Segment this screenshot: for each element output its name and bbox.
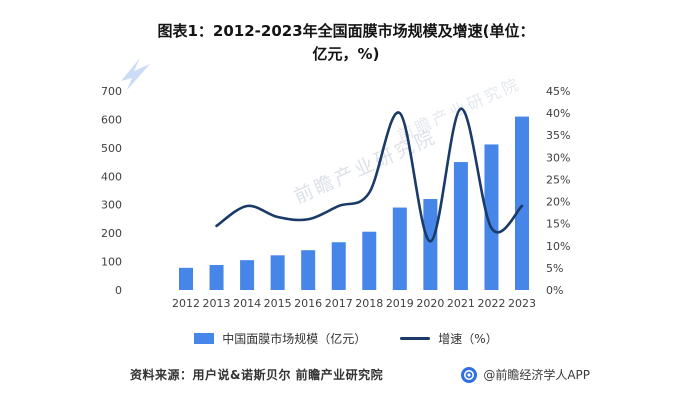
right-axis-tick: 5% [546,262,563,275]
chart-title: 图表1：2012-2023年全国面膜市场规模及增速(单位：亿元，%) [157,22,535,63]
bar [423,199,438,290]
x-axis-tick: 2012 [172,297,200,310]
right-axis-tick: 10% [546,240,570,253]
left-axis-tick: 0 [115,284,122,297]
x-axis-tick: 2014 [233,297,261,310]
left-axis-tick: 100 [101,256,122,269]
legend: 中国面膜市场规模（亿元） 增速（%） [0,330,692,347]
bar [179,267,193,290]
legend-item-growth-rate: 增速（%） [400,330,498,347]
right-axis-tick: 40% [546,107,570,120]
line-legend-swatch [400,337,431,340]
x-axis-tick: 2017 [325,297,353,310]
left-axis-tick: 200 [101,227,122,240]
x-axis-tick: 2020 [416,297,444,310]
right-axis-tick: 20% [546,196,570,209]
growth-line [215,107,524,243]
x-axis-tick: 2022 [477,297,505,310]
bar [484,144,499,290]
combo-chart: 0 100 200 300 400 500 600 700 0% 5% 10% 15% 20% 25% 30… [101,85,570,310]
bar-legend-label: 中国面膜市场规模（亿元） [222,332,367,346]
left-axis-tick: 300 [101,199,122,212]
legend-item-market-size: 中国面膜市场规模（亿元） [194,330,366,347]
x-axis-tick: 2013 [203,297,231,310]
bar [301,250,316,290]
bar [209,264,224,290]
line-legend-label: 增速（%） [438,332,498,346]
left-axis-tick: 600 [101,113,122,126]
bar [331,242,346,290]
left-axis-tick: 400 [101,170,122,183]
right-axis-tick: 30% [546,151,570,164]
x-axis-tick: 2018 [355,297,383,310]
qianzhan-logo-icon [461,366,478,383]
x-axis-tick: 2021 [447,297,475,310]
x-axis-tick: 2019 [386,297,414,310]
right-axis-tick: 0% [546,284,563,297]
source-text: 资料来源：用户说&诺斯贝尔 前瞻产业研究院 [130,368,384,382]
bar [270,255,285,290]
credit: @前瞻经济学人APP [461,366,590,383]
right-axis-tick: 35% [546,129,570,142]
left-axis-tick: 500 [101,142,122,155]
right-axis-tick: 25% [546,173,570,186]
bar [453,162,468,290]
bar [240,260,255,290]
bar [392,207,407,290]
bar [362,231,377,290]
right-axis-tick: 45% [546,85,570,98]
x-axis-tick: 2023 [508,297,536,310]
footer: 资料来源：用户说&诺斯贝尔 前瞻产业研究院 @前瞻经济学人APP [0,366,692,383]
bar-legend-swatch [194,333,215,344]
left-axis-tick: 700 [101,85,122,98]
credit-text: @前瞻经济学人APP [483,368,590,382]
right-axis-tick: 15% [546,218,570,231]
bar [515,116,529,290]
x-axis-tick: 2016 [294,297,322,310]
x-axis-tick: 2015 [264,297,292,310]
